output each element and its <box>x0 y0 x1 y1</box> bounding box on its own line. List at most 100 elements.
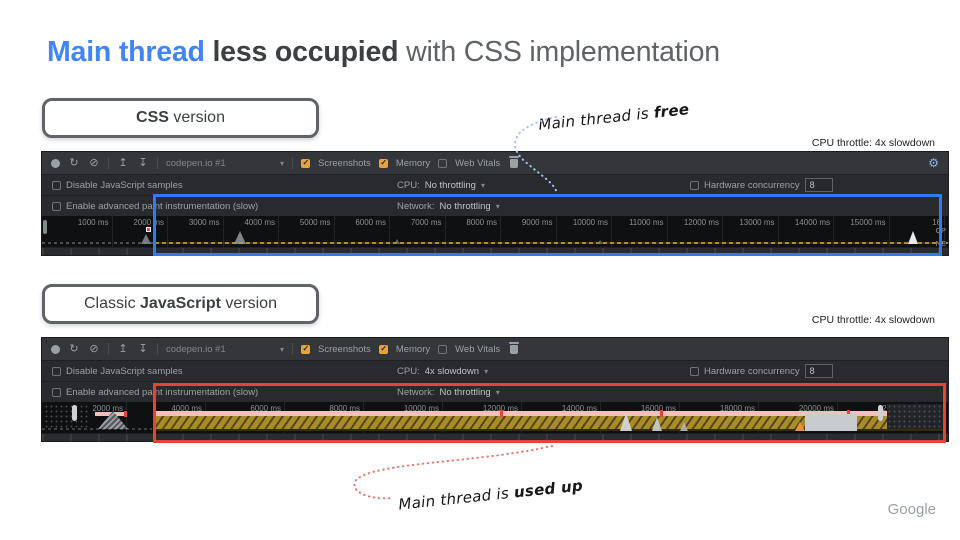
timeline-tick-label: 6000 ms <box>335 216 390 247</box>
title-bold: less occupied <box>204 36 399 68</box>
web-vitals-label: Web Vitals <box>455 157 501 169</box>
timeline-tick-label: 11000 ms <box>612 216 668 247</box>
hardware-concurrency-label: Hardware concurrency <box>704 179 800 191</box>
network-label: Network: <box>397 200 435 212</box>
toolbar-divider <box>292 343 293 355</box>
css-version-bold: CSS <box>136 109 169 126</box>
timeline-scroll-handle[interactable] <box>43 220 47 234</box>
cpu-label: CPU: <box>397 179 420 191</box>
annotation-free-pre: Main thread is <box>537 103 655 134</box>
cpu-throttle-select[interactable]: CPU: 4x slowdown <box>397 361 488 381</box>
network-throttle-select[interactable]: Network: No throttling <box>397 382 500 402</box>
js-version-pre: Classic <box>84 295 141 312</box>
trash-icon[interactable] <box>509 155 520 168</box>
cpu-label: CPU: <box>397 365 420 377</box>
page-title: Main thread less occupied with CSS imple… <box>47 36 720 69</box>
timeline-scroll-handle[interactable] <box>72 405 77 421</box>
hardware-concurrency-input[interactable]: 8 <box>804 364 833 378</box>
disable-js-checkbox[interactable] <box>52 366 61 376</box>
chevron-down-icon <box>496 201 500 212</box>
cpu-activity-idle <box>42 428 152 430</box>
cpu-throttle-select[interactable]: CPU: No throttling <box>397 175 485 195</box>
timeline-tick-label: 4000 ms <box>224 216 279 247</box>
memory-label: Memory <box>395 157 431 169</box>
timeline-tick-label: 5000 ms <box>279 216 335 247</box>
css-version-rest: version <box>168 109 225 126</box>
title-rest: with CSS implementation <box>398 36 720 68</box>
disable-js-checkbox[interactable] <box>52 180 61 190</box>
cpu-value: 4x slowdown <box>424 365 480 377</box>
clear-icon[interactable]: ⊘ <box>89 342 99 355</box>
paint-instrumentation-label: Enable advanced paint instrumentation (s… <box>66 386 259 398</box>
screenshots-label: Screenshots <box>318 343 371 355</box>
timeline-tick-label: 2000 ms <box>113 216 168 247</box>
annotation-main-thread-used-up: Main thread is used up <box>398 476 584 513</box>
cpu-activity-idle <box>42 242 155 244</box>
network-label: Network: <box>397 386 435 398</box>
hardware-concurrency-input[interactable]: 8 <box>804 178 833 192</box>
timeline-tick-label: 7000 ms <box>390 216 446 247</box>
chevron-down-icon <box>484 366 488 377</box>
performance-timeline-css[interactable]: 1000 ms 2000 ms 3000 ms 4000 ms 5000 ms 6000 … <box>42 216 948 247</box>
timeline-tick-label: 2000 ms <box>48 402 127 433</box>
record-icon[interactable] <box>51 158 60 168</box>
devtools-panel-js: ↻ ⊘ ↥ ↧ codepen.io #1 Screenshots Memory… <box>42 338 948 441</box>
performance-timeline-js[interactable]: 2000 ms 4000 ms 6000 ms 8000 ms 10000 ms 1200… <box>42 402 948 433</box>
settings-row-1: Disable JavaScript samples CPU: 4x slowd… <box>42 360 948 381</box>
network-track <box>42 433 948 441</box>
paint-instrumentation-checkbox[interactable] <box>52 387 61 397</box>
timeline-scroll-handle[interactable] <box>878 405 883 421</box>
toolbar-divider <box>157 343 158 355</box>
cpu-peak <box>620 413 632 431</box>
web-vitals-checkbox[interactable] <box>438 344 448 354</box>
memory-checkbox[interactable] <box>378 158 388 168</box>
cpu-peak-large <box>908 231 918 244</box>
gear-icon[interactable]: ⚙ <box>928 156 939 170</box>
network-value: No throttling <box>439 200 491 212</box>
reload-icon[interactable]: ↻ <box>69 156 79 169</box>
save-profile-icon[interactable]: ↧ <box>138 156 148 169</box>
save-profile-icon[interactable]: ↧ <box>138 342 148 355</box>
web-vitals-checkbox[interactable] <box>438 158 448 168</box>
hardware-concurrency-checkbox[interactable] <box>690 366 699 376</box>
hardware-concurrency-checkbox[interactable] <box>690 180 699 190</box>
screenshots-checkbox[interactable] <box>301 344 310 354</box>
devtools-toolbar: ↻ ⊘ ↥ ↧ codepen.io #1 Screenshots Memory… <box>42 338 948 360</box>
settings-row-2: Enable advanced paint instrumentation (s… <box>42 195 948 216</box>
js-version-label: Classic JavaScript version <box>42 284 319 324</box>
css-version-text: CSS version <box>136 109 225 127</box>
toolbar-divider <box>108 157 109 169</box>
load-profile-icon[interactable]: ↥ <box>118 342 128 355</box>
network-value: No throttling <box>439 386 491 398</box>
net-row-label: NE <box>935 239 946 247</box>
timeline-tick-label: 14000 ms <box>779 216 834 247</box>
record-icon[interactable] <box>51 344 60 354</box>
annotation-used-pre: Main thread is <box>397 483 515 514</box>
trash-icon[interactable] <box>509 341 520 354</box>
memory-checkbox[interactable] <box>378 344 388 354</box>
toolbar-divider <box>108 343 109 355</box>
main-thread-busy-region <box>156 416 945 431</box>
screenshots-checkbox[interactable] <box>301 158 310 168</box>
annotation-used-bold: used up <box>513 476 584 502</box>
chevron-down-icon <box>280 158 284 169</box>
cpu-throttle-note-2: CPU throttle: 4x slowdown <box>811 314 935 326</box>
chevron-down-icon <box>496 387 500 398</box>
cpu-row-label: CP <box>935 226 946 235</box>
clear-icon[interactable]: ⊘ <box>89 156 99 169</box>
timeline-tick-label: 10000 ms <box>557 216 612 247</box>
reload-icon[interactable]: ↻ <box>69 342 79 355</box>
load-profile-icon[interactable]: ↥ <box>118 156 128 169</box>
paint-instrumentation-label: Enable advanced paint instrumentation (s… <box>66 200 259 212</box>
profile-select[interactable]: codepen.io #1 <box>166 158 284 169</box>
long-task-marker <box>500 410 503 417</box>
paint-instrumentation-checkbox[interactable] <box>52 201 61 211</box>
profile-select[interactable]: codepen.io #1 <box>166 344 284 355</box>
js-version-rest: version <box>220 295 277 312</box>
timeline-tick-label: 16 <box>890 216 945 247</box>
profile-select-value: codepen.io #1 <box>166 343 226 355</box>
screenshot-filmstrip <box>44 404 88 430</box>
network-throttle-select[interactable]: Network: No throttling <box>397 196 500 216</box>
chevron-down-icon <box>481 180 485 191</box>
